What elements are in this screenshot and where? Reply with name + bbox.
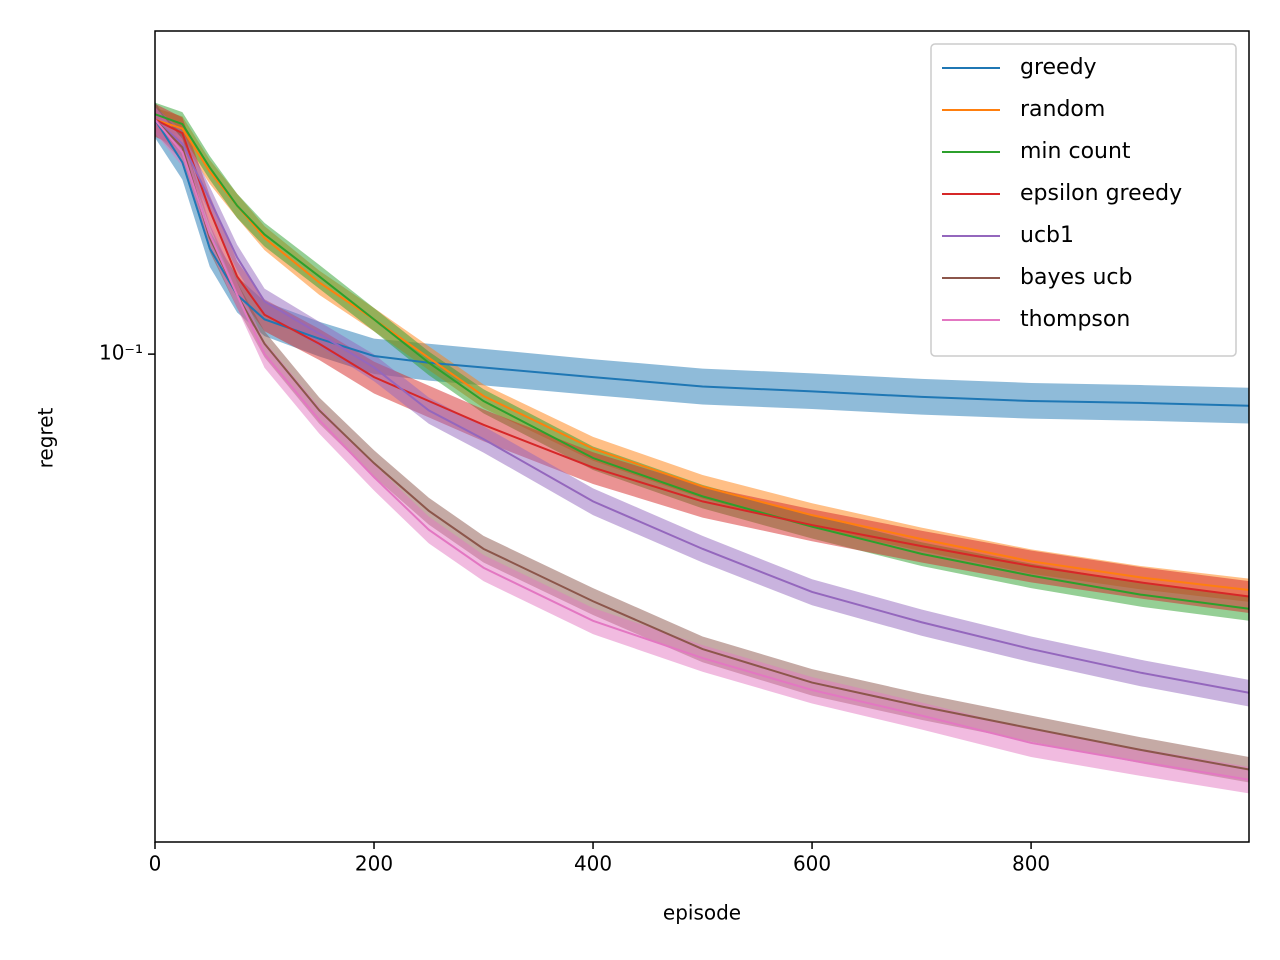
confidence-band xyxy=(155,106,1249,794)
series-line xyxy=(155,119,1249,407)
x-axis-label: episode xyxy=(663,901,741,925)
legend-box xyxy=(930,43,1237,357)
confidence-band xyxy=(155,101,1249,424)
x-tick-label: 800 xyxy=(1012,852,1050,876)
series-line xyxy=(155,119,1249,781)
axes: 0 200 400 600 800 10⁻¹ xyxy=(99,341,1050,876)
series-line xyxy=(155,118,1249,598)
legend-label: ucb1 xyxy=(1020,223,1074,248)
series-line xyxy=(155,118,1249,694)
y-axis-label: regret xyxy=(34,407,58,468)
plot-frame xyxy=(154,30,1250,843)
legend-label: thompson xyxy=(1020,307,1130,332)
lines xyxy=(155,113,1249,781)
x-tick-label: 400 xyxy=(574,852,612,876)
x-tick-label: 600 xyxy=(793,852,831,876)
legend-label: min count xyxy=(1020,139,1131,164)
confidence-band xyxy=(155,103,1249,613)
series-line xyxy=(155,113,1249,610)
x-tick-label: 200 xyxy=(355,852,393,876)
y-tick-label: 10⁻¹ xyxy=(99,341,143,365)
x-tick-label: 0 xyxy=(149,852,162,876)
legend-label: greedy xyxy=(1020,55,1097,80)
legend-label: epsilon greedy xyxy=(1020,181,1182,206)
bands xyxy=(155,101,1249,794)
legend: greedy random min count epsilon greedy ucb1 b… xyxy=(930,43,1237,357)
legend-label: bayes ucb xyxy=(1020,265,1132,290)
series-line xyxy=(155,118,1249,592)
legend-label: random xyxy=(1020,97,1105,122)
